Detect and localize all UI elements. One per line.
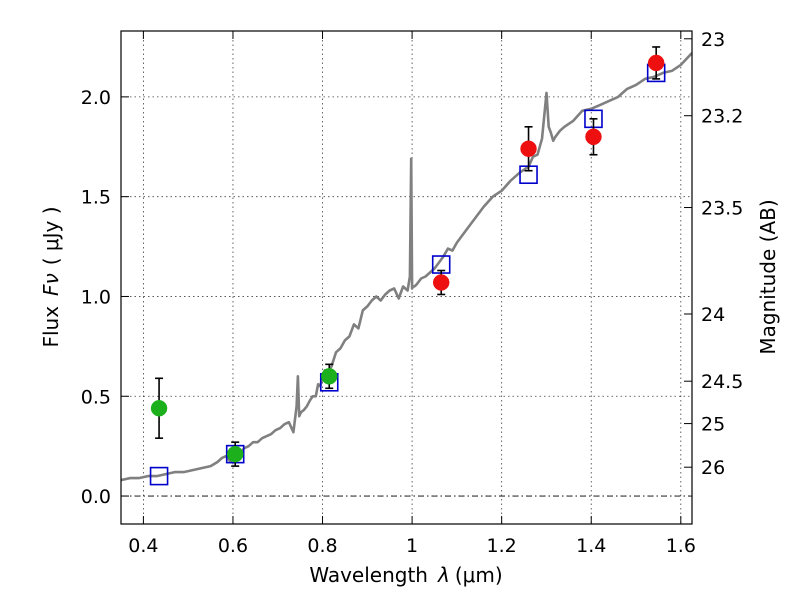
y-tick-label: 2.0 <box>81 87 111 109</box>
x-tick-label: 1.6 <box>666 535 696 557</box>
grid <box>121 31 692 524</box>
observed-point <box>585 128 602 146</box>
observed-point <box>150 399 168 417</box>
observed-point <box>320 368 338 385</box>
plot-area <box>121 46 692 486</box>
y-axis-label: FluxFν( μJy ) <box>39 206 63 347</box>
x-tick-label: 1.4 <box>576 535 606 557</box>
y-tick-label: 1.5 <box>81 187 111 209</box>
mag-tick-label: 24.5 <box>701 371 743 393</box>
x-tick-label: 0.6 <box>218 535 248 557</box>
y-tick-label: 1.0 <box>81 286 111 308</box>
mag-tick-label: 26 <box>701 457 725 479</box>
y2-axis-label: Magnitude (AB) <box>756 199 780 354</box>
x-axis-label: Wavelength λ (μm) <box>309 563 502 587</box>
x-tick-label: 1.2 <box>487 535 517 557</box>
mag-tick-label: 25 <box>701 414 725 436</box>
y-tick-label: 0.5 <box>81 386 111 408</box>
observed-point <box>647 54 665 72</box>
x-tick-label: 0.8 <box>307 535 337 557</box>
mag-tick-label: 23.5 <box>701 198 743 220</box>
model-square-marker <box>149 466 169 486</box>
plot-frame <box>120 30 693 525</box>
spectrum-line <box>121 52 692 482</box>
observed-point <box>520 140 537 158</box>
mag-tick-label: 24 <box>701 304 725 326</box>
observed-point <box>226 445 244 463</box>
observed-point <box>432 274 450 291</box>
ticks: 0.4 0.6 0.8 1 1.2 1.4 1.6 0.0 0.5 1.0 1.5 2.0 23 23.2… <box>81 29 744 557</box>
mag-tick-label: 23 <box>701 29 725 51</box>
x-tick-label: 1 <box>406 535 418 557</box>
y-tick-label: 0.0 <box>81 486 111 508</box>
x-tick-label: 0.4 <box>128 535 158 557</box>
mag-tick-label: 23.2 <box>701 106 743 128</box>
